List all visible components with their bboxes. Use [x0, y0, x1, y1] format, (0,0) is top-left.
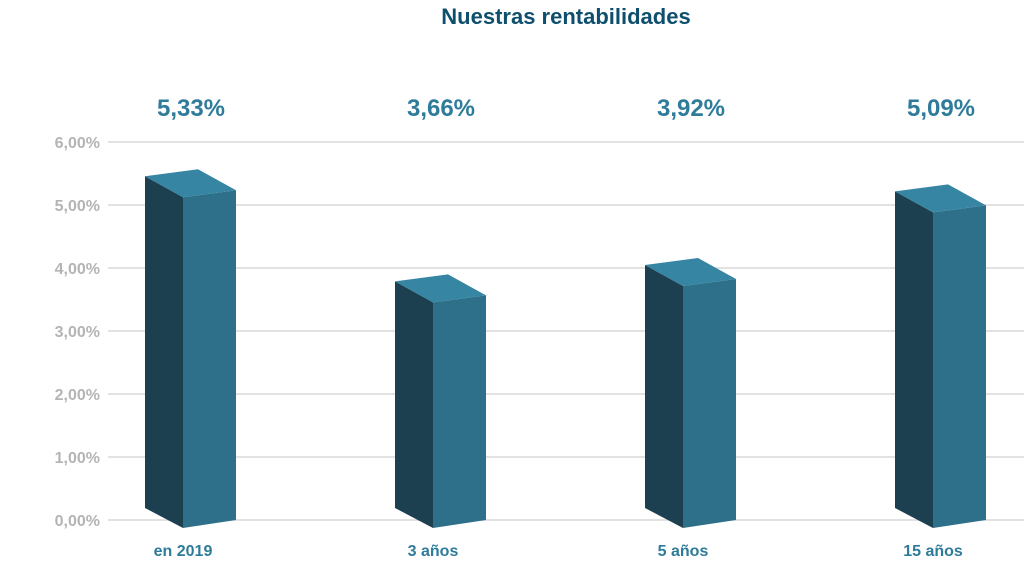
data-label: 5,33%	[157, 95, 225, 122]
bar	[895, 184, 986, 528]
bar-side-face	[395, 281, 433, 528]
y-tick-label: 5,00%	[55, 198, 100, 215]
bars	[145, 169, 986, 528]
grid-lines	[108, 141, 1024, 521]
bar-top-face	[145, 169, 236, 198]
bar	[395, 274, 486, 528]
value-labels: 5,33% 3,66% 3,92% 5,09%	[157, 95, 975, 122]
bar-side-face	[645, 265, 683, 528]
y-tick-label: 2,00%	[55, 387, 100, 404]
bar-front-face	[433, 295, 486, 528]
data-label: 3,66%	[407, 95, 475, 122]
bar	[145, 169, 236, 528]
y-tick-label: 1,00%	[55, 450, 100, 467]
y-tick-label: 3,00%	[55, 324, 100, 341]
bar-top-face	[895, 184, 986, 213]
x-category-label: en 2019	[154, 543, 213, 560]
y-tick-label: 0,00%	[55, 513, 100, 530]
bar-side-face	[895, 191, 933, 528]
x-category-label: 5 años	[658, 543, 709, 560]
bar-front-face	[683, 279, 736, 528]
bar	[645, 258, 736, 528]
bar-side-face	[145, 176, 183, 528]
category-labels: en 2019 3 años 5 años 15 años	[154, 543, 963, 560]
bar-front-face	[933, 205, 986, 528]
bar-front-face	[183, 190, 236, 528]
data-label: 3,92%	[657, 95, 725, 122]
bar-top-face	[395, 274, 486, 303]
x-category-label: 15 años	[903, 543, 963, 560]
bar-top-face	[645, 258, 736, 287]
y-tick-label: 4,00%	[55, 261, 100, 278]
y-tick-label: 6,00%	[55, 135, 100, 152]
y-axis-ticks: 0,00% 1,00% 2,00% 3,00% 4,00% 5,00% 6,00%	[55, 135, 100, 530]
data-label: 5,09%	[907, 95, 975, 122]
x-category-label: 3 años	[408, 543, 459, 560]
chart-title: Nuestras rentabilidades	[441, 4, 690, 29]
